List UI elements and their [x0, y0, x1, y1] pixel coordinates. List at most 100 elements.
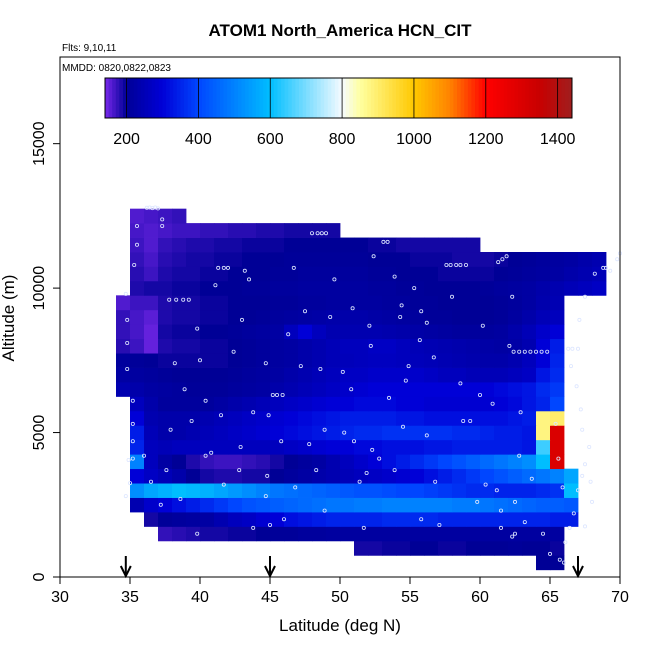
heatmap-cell [508, 266, 523, 282]
heatmap-cell [298, 410, 313, 426]
y-tick-label: 0 [31, 572, 48, 581]
heatmap-cell [298, 396, 313, 412]
heatmap-cell [326, 425, 341, 441]
colorbar: 200 400 600 800 1000 1200 1400 [104, 77, 576, 148]
heatmap-cell [298, 367, 313, 383]
observation-point [367, 323, 372, 328]
observation-point [181, 297, 186, 302]
heatmap-cell [466, 295, 481, 311]
observation-point [437, 523, 442, 528]
heatmap-cell [382, 439, 397, 455]
colorbar-segment [561, 78, 566, 118]
heatmap-cell [368, 382, 383, 397]
heatmap-cell [480, 324, 495, 340]
heatmap-cell [312, 266, 327, 282]
heatmap-cell [410, 483, 425, 498]
y-axis-label: Altitude (m) [0, 275, 18, 362]
heatmap-cell [480, 295, 495, 311]
heatmap-cell [382, 295, 397, 311]
colorbar-segment [460, 78, 465, 118]
heatmap-cell [452, 295, 467, 311]
observation-point [398, 314, 403, 319]
observation-point [522, 520, 527, 525]
heatmap-cell [242, 223, 257, 238]
observation-point [615, 257, 620, 262]
observation-point [357, 479, 362, 484]
heatmap-cell [410, 353, 425, 368]
heatmap-cell [172, 367, 187, 383]
heatmap-cell [284, 396, 299, 412]
heatmap-cell [368, 425, 383, 441]
heatmap-cell [452, 396, 467, 412]
heatmap-cell [536, 396, 551, 412]
observation-point [216, 265, 221, 270]
colorbar-segment [162, 78, 167, 118]
heatmap-cell [214, 367, 229, 383]
heatmap-cell [256, 439, 271, 455]
heatmap-cell [424, 295, 439, 311]
colorbar-segment [475, 78, 480, 118]
heatmap-cell [396, 439, 411, 455]
heatmap-cell [172, 483, 187, 498]
heatmap-cell [550, 338, 565, 354]
heatmap-cell [214, 454, 229, 470]
observation-point [588, 479, 593, 484]
colorbar-segment [510, 78, 516, 118]
arrow-head [264, 565, 276, 579]
heatmap-cell [508, 324, 523, 340]
observation-point [130, 398, 135, 403]
heatmap-cell [480, 266, 495, 282]
heatmap-cell [396, 309, 411, 325]
observation-point [424, 433, 429, 438]
heatmap-cell [186, 367, 201, 383]
heatmap-cell [270, 439, 285, 455]
observation-point [511, 349, 516, 354]
heatmap-cell [466, 410, 481, 426]
heatmap-cell [522, 353, 537, 368]
heatmap-cell [242, 454, 257, 470]
observation-point [483, 482, 488, 487]
heatmap-cell [494, 353, 509, 368]
heatmap-cell [298, 382, 313, 397]
heatmap-cell [466, 266, 481, 282]
colorbar-segment [442, 78, 447, 118]
heatmap-cell [116, 324, 131, 340]
observation-point [448, 262, 453, 267]
colorbar-segment [230, 78, 235, 118]
observation-point [601, 265, 606, 270]
heatmap-cell [256, 396, 271, 412]
observation-point [134, 223, 139, 228]
observation-point [477, 392, 482, 397]
observation-point [513, 499, 518, 504]
observation-point [557, 557, 562, 562]
colorbar-segment [288, 78, 293, 118]
heatmap-cell [326, 237, 341, 253]
colorbar-segment [205, 78, 210, 118]
heatmap-cell [298, 252, 313, 267]
heatmap-cell [410, 425, 425, 441]
observation-point [513, 531, 518, 536]
heatmap-cell [466, 367, 481, 383]
heatmap-cell [382, 540, 397, 556]
heatmap-cell [144, 280, 159, 296]
colorbar-segment [176, 78, 181, 118]
heatmap-cell [326, 439, 341, 455]
heatmap-cell [522, 454, 537, 470]
heatmap-cell [466, 382, 481, 397]
heatmap-cell [158, 237, 173, 253]
heatmap-cell [326, 483, 341, 498]
heatmap-cell [214, 309, 229, 325]
heatmap-cell [438, 410, 453, 426]
colorbar-segment [155, 78, 160, 118]
heatmap-cell [550, 353, 565, 368]
heatmap-cell [144, 410, 159, 426]
heatmap-cell [200, 483, 215, 498]
heatmap-cell [466, 540, 481, 556]
colorbar-segment [471, 78, 476, 118]
heatmap-cell [368, 526, 383, 542]
colorbar-segment [227, 78, 232, 118]
heatmap-cell [256, 338, 271, 354]
observation-point [545, 349, 550, 354]
colorbar-segment [252, 78, 257, 118]
heatmap-cell [536, 555, 551, 571]
